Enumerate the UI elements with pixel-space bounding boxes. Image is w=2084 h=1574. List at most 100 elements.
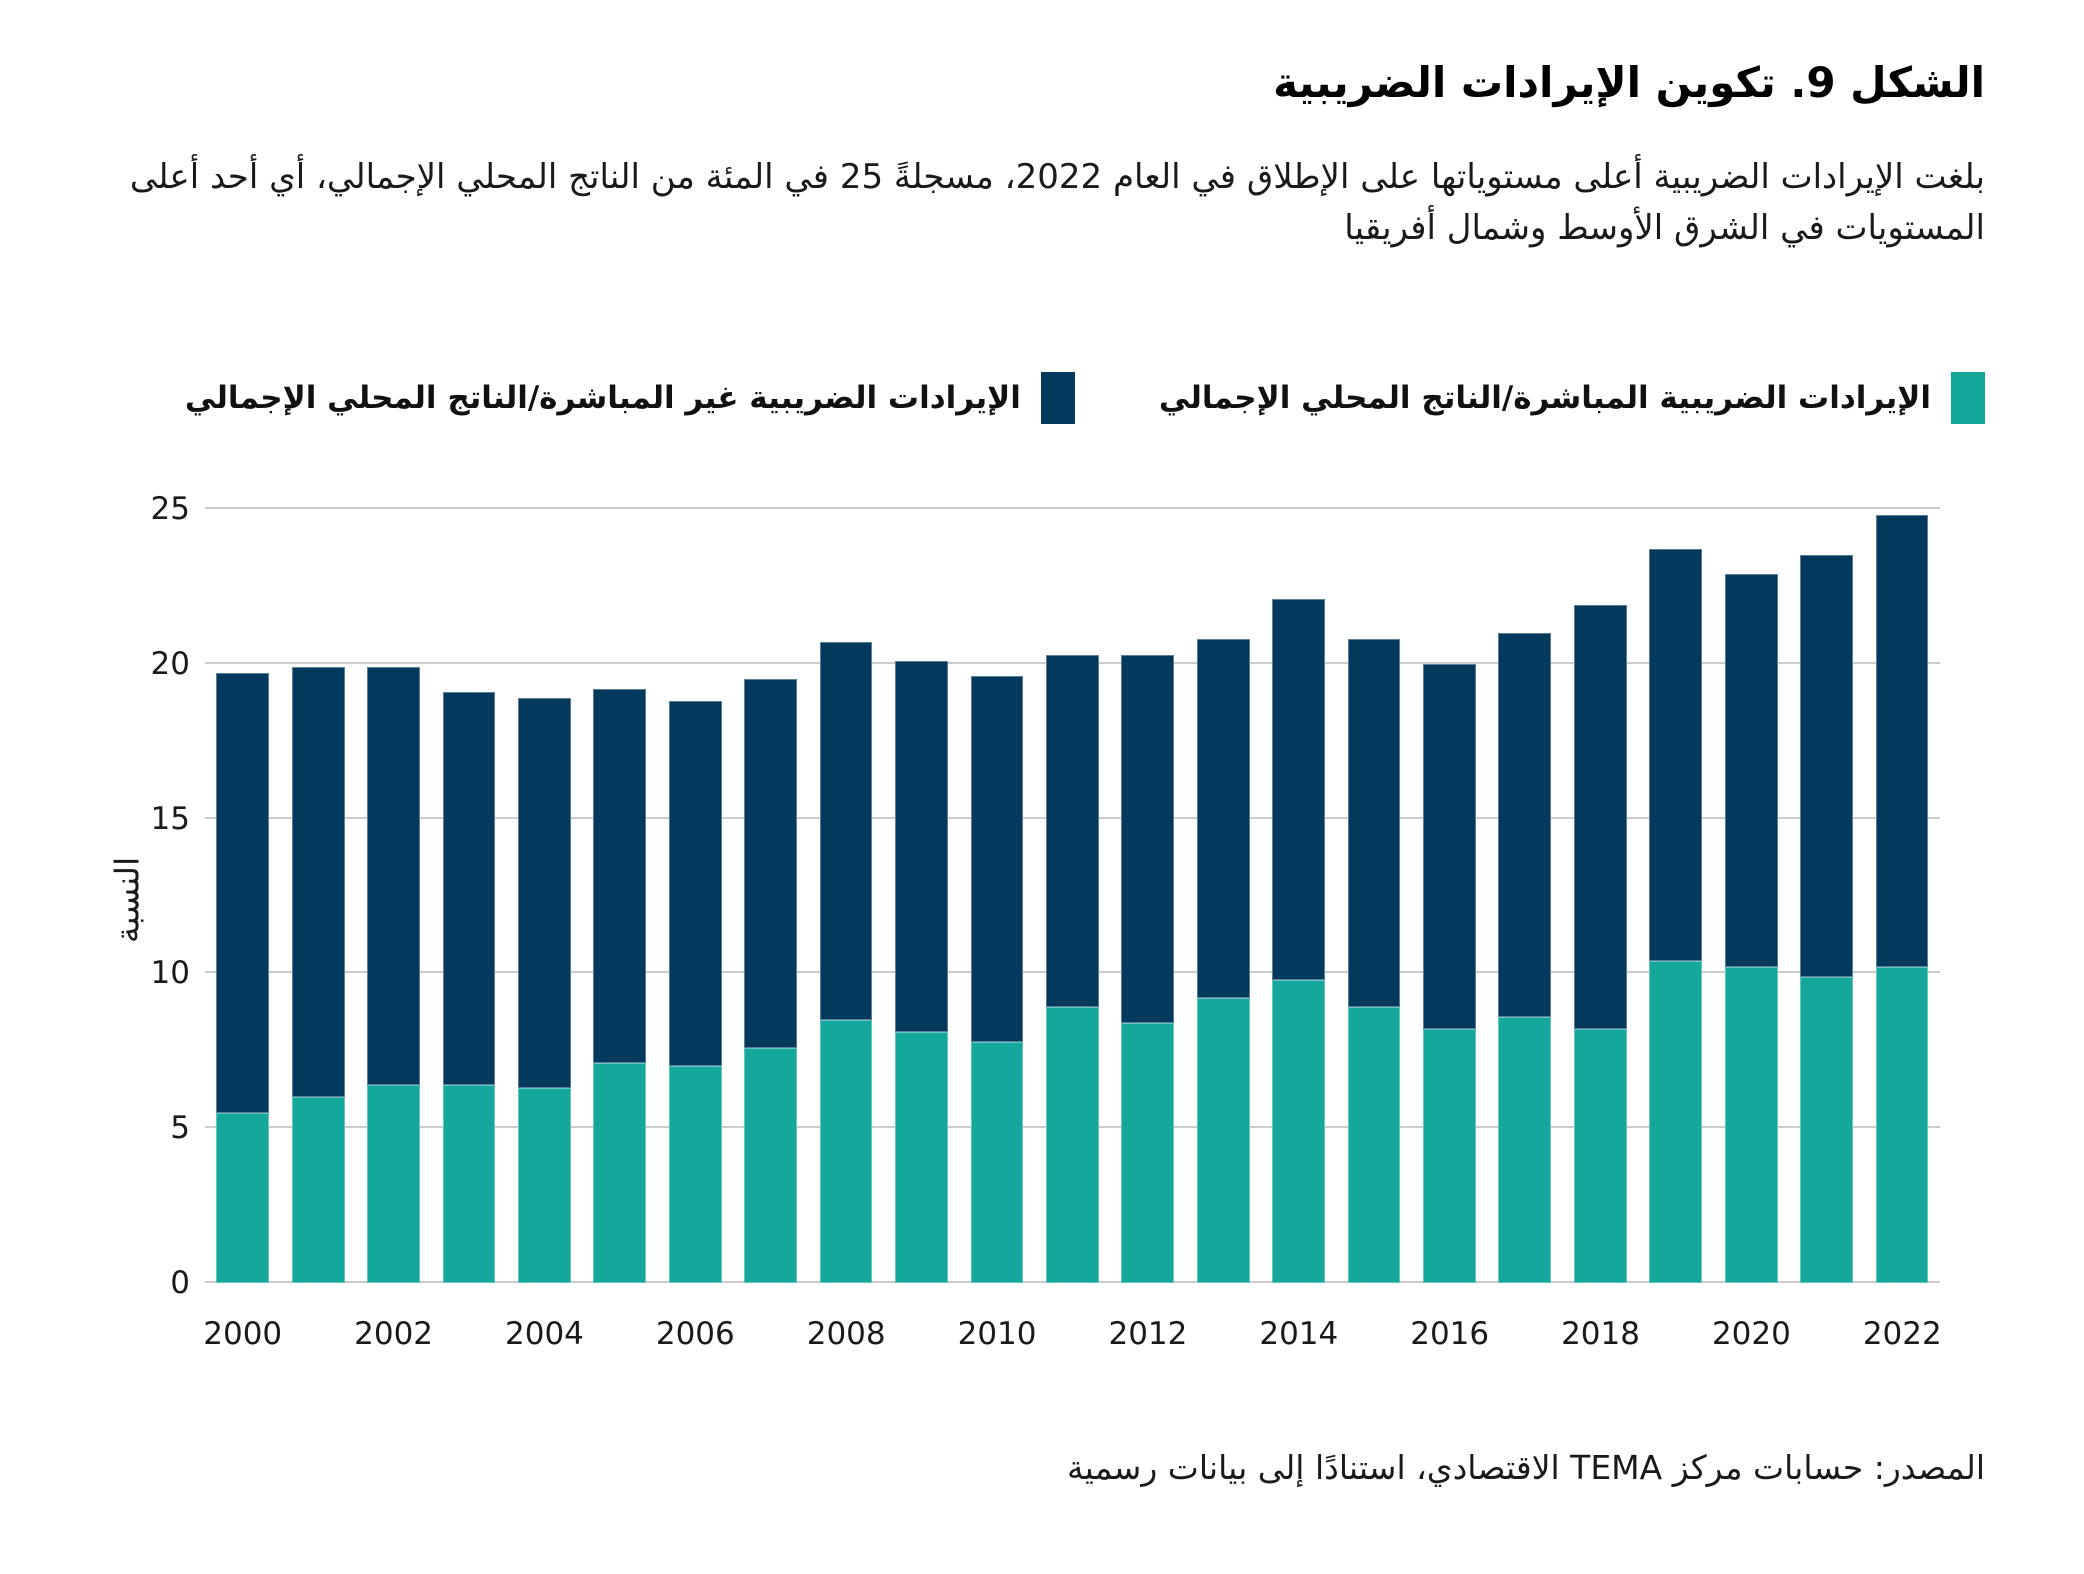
bar-slot-2010 [959,509,1034,1283]
legend-item-indirect: الإيرادات الضريبية غير المباشرة/الناتج ا… [185,372,1075,424]
bar-2011 [1045,654,1099,1283]
bar-2019-direct-segment [1649,961,1703,1283]
y-tick-label-5: 5 [170,1110,190,1147]
bar-2020-direct-segment [1724,967,1778,1283]
y-tick-label-25: 25 [150,491,190,527]
bar-2022-direct-segment [1875,967,1929,1283]
bar-2013-indirect-segment [1196,639,1250,999]
bar-2016 [1423,663,1476,1283]
bar-2015-indirect-segment [1347,639,1401,1008]
bar-2003 [442,691,496,1283]
bar-2022 [1875,515,1929,1283]
bar-2018-direct-segment [1573,1029,1627,1283]
bar-2002 [367,666,420,1283]
bar-2015-direct-segment [1347,1007,1401,1283]
bar-2014-direct-segment [1272,979,1325,1283]
bar-slot-2014 [1261,509,1336,1283]
bar-slot-2006 [658,509,733,1283]
x-tick-label-2010: 2010 [957,1316,1037,1352]
bar-2002-direct-segment [367,1084,420,1283]
y-tick-label-10: 10 [150,955,190,992]
bar-2007-indirect-segment [744,679,798,1048]
x-tick-label-2016: 2016 [1410,1316,1490,1352]
bar-2009-indirect-segment [895,660,948,1033]
bar-2012-indirect-segment [1121,654,1175,1023]
bar-slot-2002 [356,509,431,1283]
x-tick-label-2006: 2006 [655,1316,735,1352]
bar-slot-2004 [507,509,582,1283]
x-tick-label-2000: 2000 [203,1316,283,1352]
bar-2017 [1498,632,1552,1283]
bar-2004 [518,697,571,1283]
y-tick-label-0: 0 [170,1265,190,1301]
bar-slot-2000 [205,509,280,1283]
bar-2017-direct-segment [1498,1016,1552,1283]
bar-slot-2005 [582,509,657,1283]
bar-2018-indirect-segment [1573,605,1627,1030]
bar-2010-direct-segment [970,1041,1024,1283]
bar-2001 [291,666,345,1283]
bar-slot-2001 [280,509,355,1283]
bar-2008-direct-segment [819,1019,873,1283]
bar-2001-direct-segment [291,1097,345,1283]
bar-slot-2013 [1185,509,1260,1283]
x-tick-label-2022: 2022 [1862,1316,1942,1352]
bar-2018 [1573,605,1627,1283]
bar-2005-indirect-segment [593,688,647,1064]
bar-2010-indirect-segment [970,676,1024,1042]
bar-2013 [1196,639,1250,1283]
bar-2021-direct-segment [1800,976,1853,1283]
bar-slot-2021 [1789,509,1864,1283]
bar-2021 [1800,555,1853,1283]
bars-container [205,509,1940,1283]
bar-slot-2020 [1713,509,1788,1283]
bar-2001-indirect-segment [291,666,345,1098]
bar-2003-indirect-segment [442,691,496,1085]
y-tick-label-20: 20 [150,645,190,682]
bar-2020-indirect-segment [1724,574,1778,968]
bar-2005-direct-segment [593,1063,647,1283]
bar-2014-indirect-segment [1272,598,1325,980]
bar-2007-direct-segment [744,1047,798,1283]
bar-2011-indirect-segment [1045,654,1099,1008]
bar-2000 [216,673,270,1283]
bar-2020 [1724,574,1778,1283]
bar-slot-2017 [1487,509,1562,1283]
bar-2005 [593,688,647,1283]
x-tick-label-2008: 2008 [806,1316,886,1352]
bar-2009-direct-segment [895,1032,948,1283]
legend-swatch-direct [1951,372,1985,424]
bar-2016-direct-segment [1423,1029,1476,1283]
x-tick-label-2020: 2020 [1711,1316,1791,1352]
bar-slot-2016 [1412,509,1487,1283]
stacked-bar-chart [205,507,1940,1283]
bar-2013-direct-segment [1196,998,1250,1283]
bar-slot-2003 [431,509,506,1283]
figure-title: الشكل 9. تكوين الإيرادات الضريبية [1273,58,1985,107]
bar-2022-indirect-segment [1875,515,1929,968]
bar-2007 [744,679,798,1283]
bar-2000-direct-segment [216,1112,270,1283]
x-tick-label-2004: 2004 [505,1316,584,1352]
bar-2006-indirect-segment [668,700,722,1067]
figure-subtitle: بلغت الإيرادات الضريبية أعلى مستوياتها ع… [129,157,1985,248]
x-tick-label-2002: 2002 [354,1316,434,1352]
bar-2009 [895,660,948,1283]
bar-2006 [668,700,722,1283]
bar-2008 [819,642,873,1283]
bar-slot-2018 [1563,509,1638,1283]
bar-2019 [1649,549,1703,1283]
bar-slot-2007 [733,509,808,1283]
x-tick-label-2012: 2012 [1108,1316,1188,1352]
bar-2008-indirect-segment [819,642,873,1020]
x-tick-label-2014: 2014 [1259,1316,1339,1352]
bar-2006-direct-segment [668,1066,722,1283]
bar-2000-indirect-segment [216,673,270,1113]
bar-2012 [1121,654,1175,1283]
bar-slot-2015 [1336,509,1411,1283]
bar-slot-2008 [808,509,883,1283]
bar-2019-indirect-segment [1649,549,1703,962]
bar-slot-2011 [1035,509,1110,1283]
legend: الإيرادات الضريبية المباشرة/الناتج المحل… [95,372,1985,424]
y-axis-title: النسبة [107,856,147,944]
